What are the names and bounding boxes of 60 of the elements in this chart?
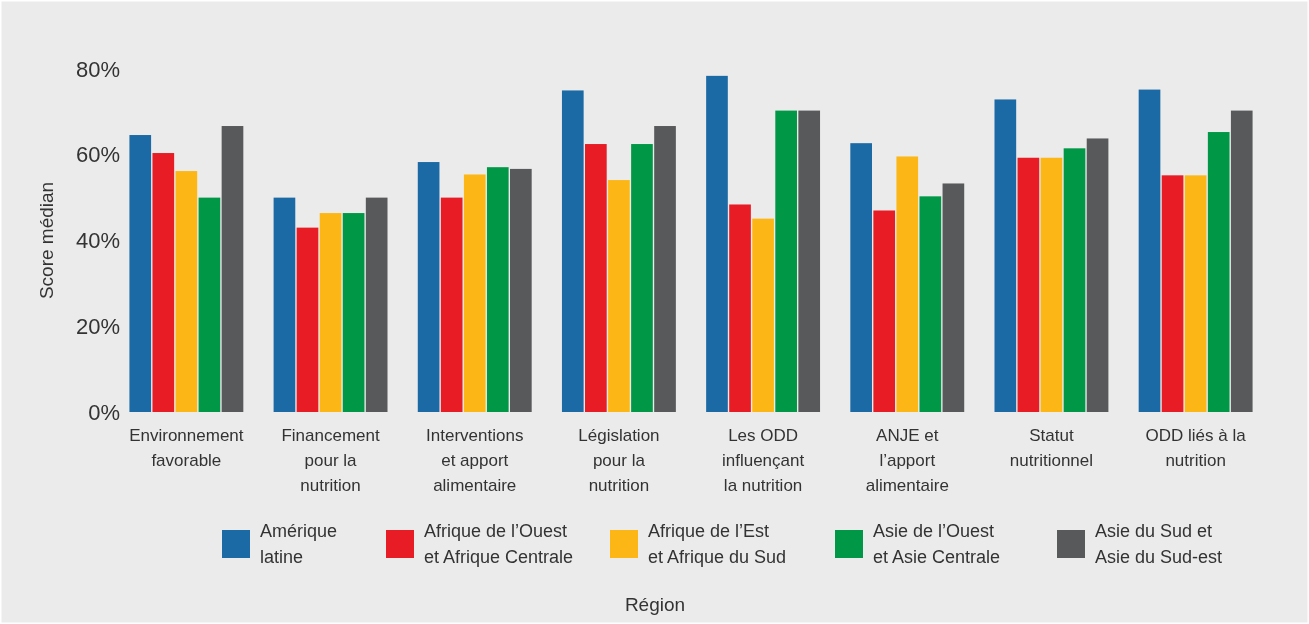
bar xyxy=(365,197,388,412)
bar xyxy=(1086,138,1109,412)
bar xyxy=(752,218,774,412)
bar xyxy=(152,153,175,412)
x-tick-label: Financement pour la nutrition xyxy=(281,426,380,495)
bar xyxy=(486,167,509,412)
bar xyxy=(775,110,797,412)
x-tick-label: Statut nutritionnel xyxy=(1009,426,1094,470)
bar xyxy=(417,162,440,412)
x-tick-label: ANJE et l’apport alimentaire xyxy=(865,426,949,495)
x-tick-label: Les ODD influençant la nutrition xyxy=(721,426,805,495)
y-tick-label: 80% xyxy=(75,56,120,82)
bar xyxy=(729,204,751,412)
bar xyxy=(129,135,152,412)
bar xyxy=(221,126,244,412)
legend-label: Asie de l’Ouest et Asie Centrale xyxy=(873,521,1001,567)
bar xyxy=(1161,175,1184,412)
bar xyxy=(873,210,896,412)
legend-title: Région xyxy=(624,594,686,615)
bar xyxy=(1017,157,1040,412)
bar xyxy=(942,183,965,412)
bar xyxy=(296,227,319,412)
x-tick-label: Législation pour la nutrition xyxy=(578,426,660,495)
legend-label: Asie du Sud et Asie du Sud-est xyxy=(1095,521,1223,567)
bar xyxy=(896,156,919,412)
bar xyxy=(463,174,486,412)
bar xyxy=(342,213,365,412)
y-tick-label: 20% xyxy=(75,313,120,339)
bar xyxy=(319,213,342,412)
bar xyxy=(1184,175,1207,412)
y-tick-label: 60% xyxy=(75,142,120,168)
bar xyxy=(1040,157,1063,412)
y-tick-label: 0% xyxy=(88,399,120,425)
y-axis-title: Score médian xyxy=(36,181,57,300)
bar xyxy=(608,180,630,412)
y-tick-label: 40% xyxy=(75,228,120,254)
bar xyxy=(175,171,198,412)
legend-label: Afrique de l’Est et Afrique du Sud xyxy=(648,521,787,567)
bar xyxy=(654,126,676,412)
bar xyxy=(994,99,1017,412)
bar xyxy=(919,196,942,412)
bar xyxy=(510,168,532,412)
bar xyxy=(273,197,296,412)
legend-label: Afrique de l’Ouest et Afrique Centrale xyxy=(424,521,574,567)
x-tick-label: Interventions et apport alimentaire xyxy=(426,426,524,495)
bar xyxy=(585,144,607,412)
bar xyxy=(440,197,463,412)
bar xyxy=(1207,132,1230,412)
legend-label: Amérique latine xyxy=(260,521,338,567)
bar xyxy=(798,110,821,412)
bar xyxy=(850,143,872,412)
bar xyxy=(1230,110,1253,412)
bar xyxy=(706,75,728,412)
bar xyxy=(561,90,584,412)
bar xyxy=(631,144,653,412)
bar xyxy=(198,197,221,412)
bar xyxy=(1138,89,1161,412)
x-tick-label: ODD liés à la nutrition xyxy=(1145,426,1247,470)
bar xyxy=(1063,148,1086,412)
x-tick-label: Environnement favorable xyxy=(129,426,244,470)
